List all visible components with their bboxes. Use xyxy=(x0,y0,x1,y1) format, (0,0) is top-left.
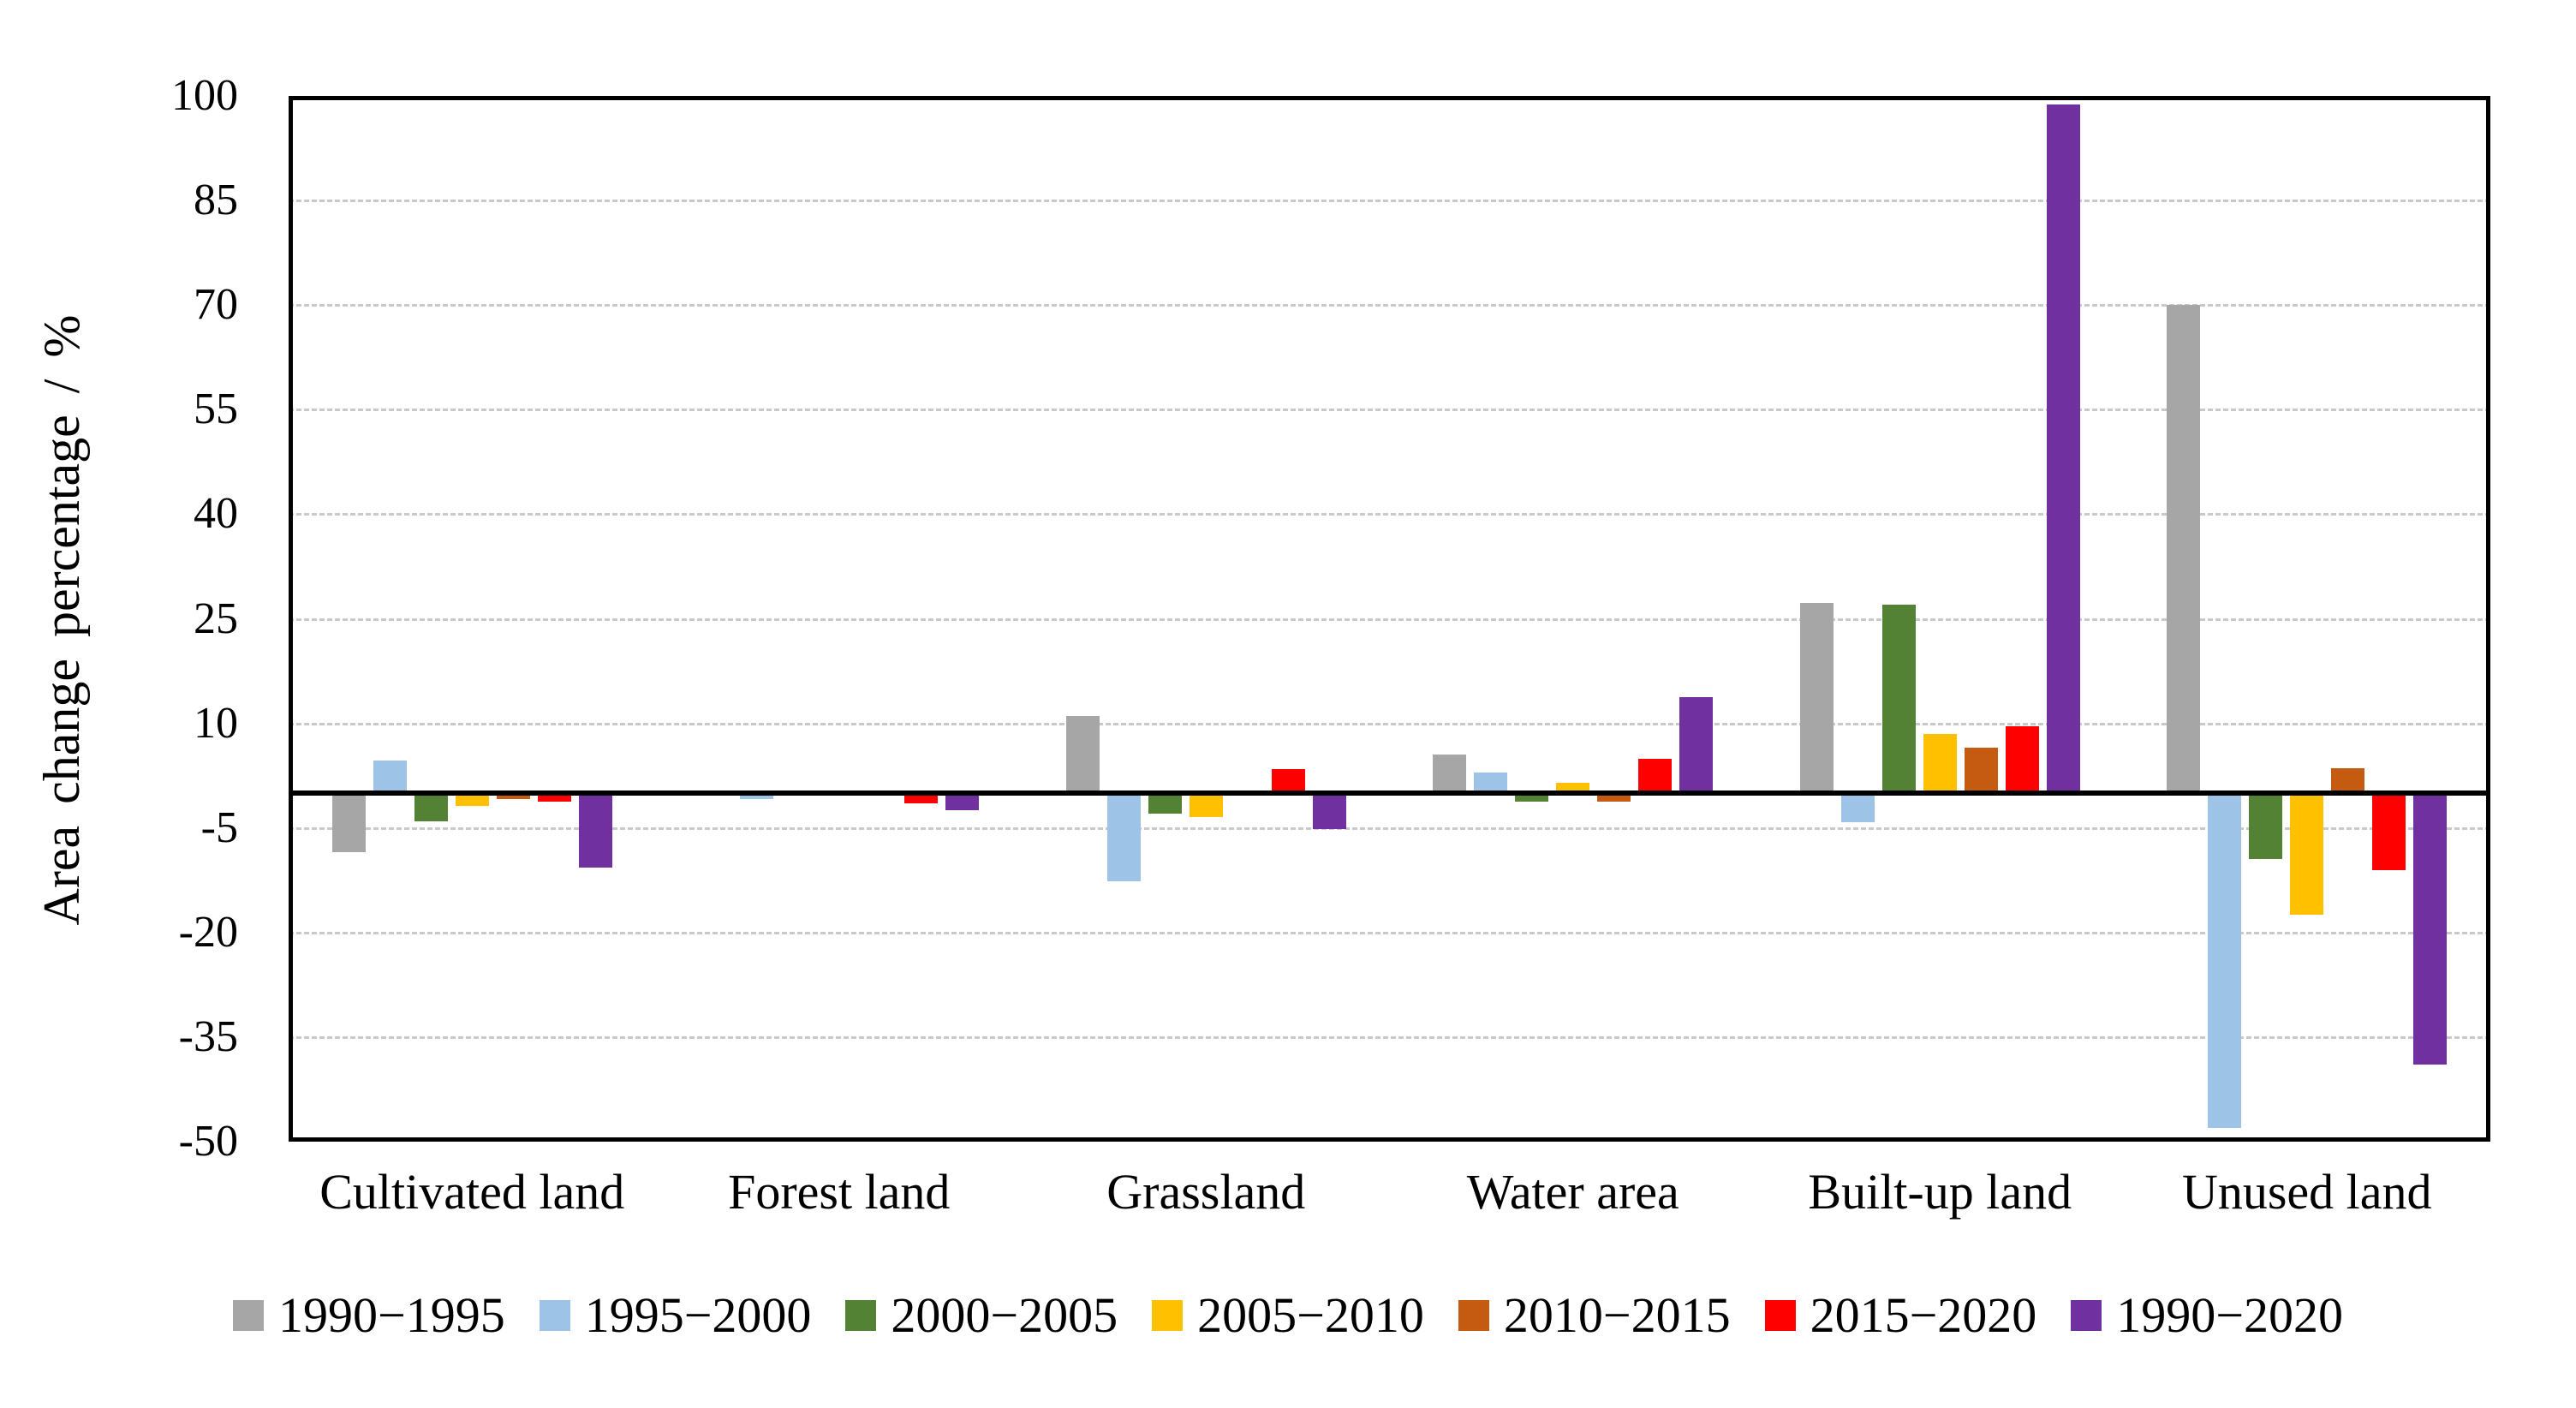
y-tick-label-70: 70 xyxy=(194,280,238,330)
x-category-label-cultivated-land: Cultivated land xyxy=(319,1164,625,1220)
gridline--35 xyxy=(289,1035,2490,1039)
bar-2015-2020-built-up-land xyxy=(2005,725,2039,793)
bar-2005-2010-grassland xyxy=(1189,793,1223,817)
bar-1990-2020-water-area xyxy=(1679,697,1714,793)
x-category-label-built-up-land: Built-up land xyxy=(1808,1164,2072,1220)
gridline--20 xyxy=(289,931,2490,934)
bar-2005-2010-built-up-land xyxy=(1923,733,1957,793)
y-tick-label-25: 25 xyxy=(194,594,238,643)
bar-2015-2020-grassland xyxy=(1271,769,1305,793)
bar-1990-1995-water-area xyxy=(1433,755,1467,793)
legend-swatch-icon xyxy=(845,1300,877,1331)
legend-label: 2010−2015 xyxy=(1503,1287,1731,1343)
gridline-10 xyxy=(289,722,2490,725)
legend-item-1995-2000: 1995−2000 xyxy=(539,1287,812,1343)
legend-item-2005-2010: 2005−2010 xyxy=(1152,1288,1424,1343)
bar-2000-2005-grassland xyxy=(1148,793,1182,814)
y-tick-label-40: 40 xyxy=(194,489,238,539)
bar-2015-2020-unused-land xyxy=(2372,793,2406,870)
legend-item-2010-2015: 2010−2015 xyxy=(1458,1288,1731,1343)
legend-swatch-icon xyxy=(1764,1300,1796,1331)
legend: 1990−1995 1995−2000 2000−2005 2005−2010 2010… xyxy=(0,1285,2576,1346)
legend-swatch-icon xyxy=(1458,1300,1489,1331)
y-tick-label--50: -50 xyxy=(178,1117,238,1166)
gridline-25 xyxy=(289,617,2490,621)
legend-label: 2000−2005 xyxy=(891,1287,1118,1343)
bar-1995-2000-forest-land xyxy=(740,793,774,799)
bar-1990-1995-built-up-land xyxy=(1799,602,1834,793)
y-tick-label--35: -35 xyxy=(178,1011,238,1061)
bar-2010-2015-unused-land xyxy=(2331,767,2365,793)
bar-1995-2000-water-area xyxy=(1474,773,1508,793)
bar-2010-2015-water-area xyxy=(1597,793,1631,802)
bar-1990-1995-unused-land xyxy=(2167,305,2201,793)
bar-2000-2005-built-up-land xyxy=(1881,605,1916,793)
legend-item-2015-2020: 2015−2020 xyxy=(1764,1287,2037,1343)
gridline-40 xyxy=(289,513,2490,516)
legend-swatch-icon xyxy=(539,1300,570,1331)
bar-2015-2020-water-area xyxy=(1638,759,1673,793)
bar-2015-2020-forest-land xyxy=(904,793,939,804)
bar-2005-2010-water-area xyxy=(1556,782,1590,793)
bar-2005-2010-cultivated-land xyxy=(455,793,489,806)
y-tick-label-85: 85 xyxy=(194,176,238,225)
legend-swatch-icon xyxy=(2071,1300,2102,1331)
bar-1990-1995-cultivated-land xyxy=(331,793,366,853)
legend-label: 1995−2000 xyxy=(584,1287,812,1343)
legend-swatch-icon xyxy=(232,1300,264,1331)
legend-label: 1990−1995 xyxy=(277,1287,505,1343)
bar-1990-2020-built-up-land xyxy=(2046,104,2080,793)
x-category-label-forest-land: Forest land xyxy=(728,1164,951,1220)
y-tick-label-100: 100 xyxy=(171,71,238,120)
legend-item-2000-2005: 2000−2005 xyxy=(845,1288,1118,1343)
legend-swatch-icon xyxy=(1152,1300,1184,1331)
bar-1990-2020-forest-land xyxy=(945,793,980,810)
y-tick-label-10: 10 xyxy=(194,698,238,748)
legend-label: 2015−2020 xyxy=(1810,1287,2037,1343)
gridline--5 xyxy=(289,826,2490,830)
bar-2000-2005-water-area xyxy=(1515,793,1549,802)
bar-1990-2020-cultivated-land xyxy=(578,793,612,868)
bar-1995-2000-grassland xyxy=(1106,793,1141,881)
y-tick-label--20: -20 xyxy=(178,907,238,957)
bar-2000-2005-unused-land xyxy=(2249,793,2283,860)
bar-1990-2020-grassland xyxy=(1312,793,1346,830)
x-category-label-grassland: Grassland xyxy=(1106,1164,1306,1220)
bar-1990-2020-unused-land xyxy=(2413,793,2448,1065)
x-category-label-unused-land: Unused land xyxy=(2181,1164,2432,1220)
bar-2000-2005-cultivated-land xyxy=(414,793,448,821)
bar-2015-2020-cultivated-land xyxy=(537,793,571,802)
bar-2010-2015-cultivated-land xyxy=(496,793,530,799)
y-tick-label-55: 55 xyxy=(194,385,238,434)
legend-item-1990-2020: 1990−2020 xyxy=(2071,1288,2343,1343)
gridline-85 xyxy=(289,200,2490,203)
gridline-55 xyxy=(289,409,2490,412)
legend-label: 2005−2010 xyxy=(1197,1287,1424,1343)
x-category-label-water-area: Water area xyxy=(1466,1164,1679,1220)
bar-2005-2010-unused-land xyxy=(2290,793,2324,916)
bar-1995-2000-unused-land xyxy=(2208,793,2242,1128)
bar-1995-2000-cultivated-land xyxy=(373,760,407,793)
legend-label: 1990−2020 xyxy=(2116,1287,2344,1343)
gridline-70 xyxy=(289,304,2490,307)
y-tick-label--5: -5 xyxy=(200,802,238,852)
bar-1990-1995-grassland xyxy=(1065,716,1100,793)
legend-item-1990-1995: 1990−1995 xyxy=(232,1287,505,1343)
bar-2010-2015-built-up-land xyxy=(1964,748,1998,793)
zero-baseline xyxy=(289,791,2490,796)
bar-1995-2000-built-up-land xyxy=(1840,793,1875,823)
